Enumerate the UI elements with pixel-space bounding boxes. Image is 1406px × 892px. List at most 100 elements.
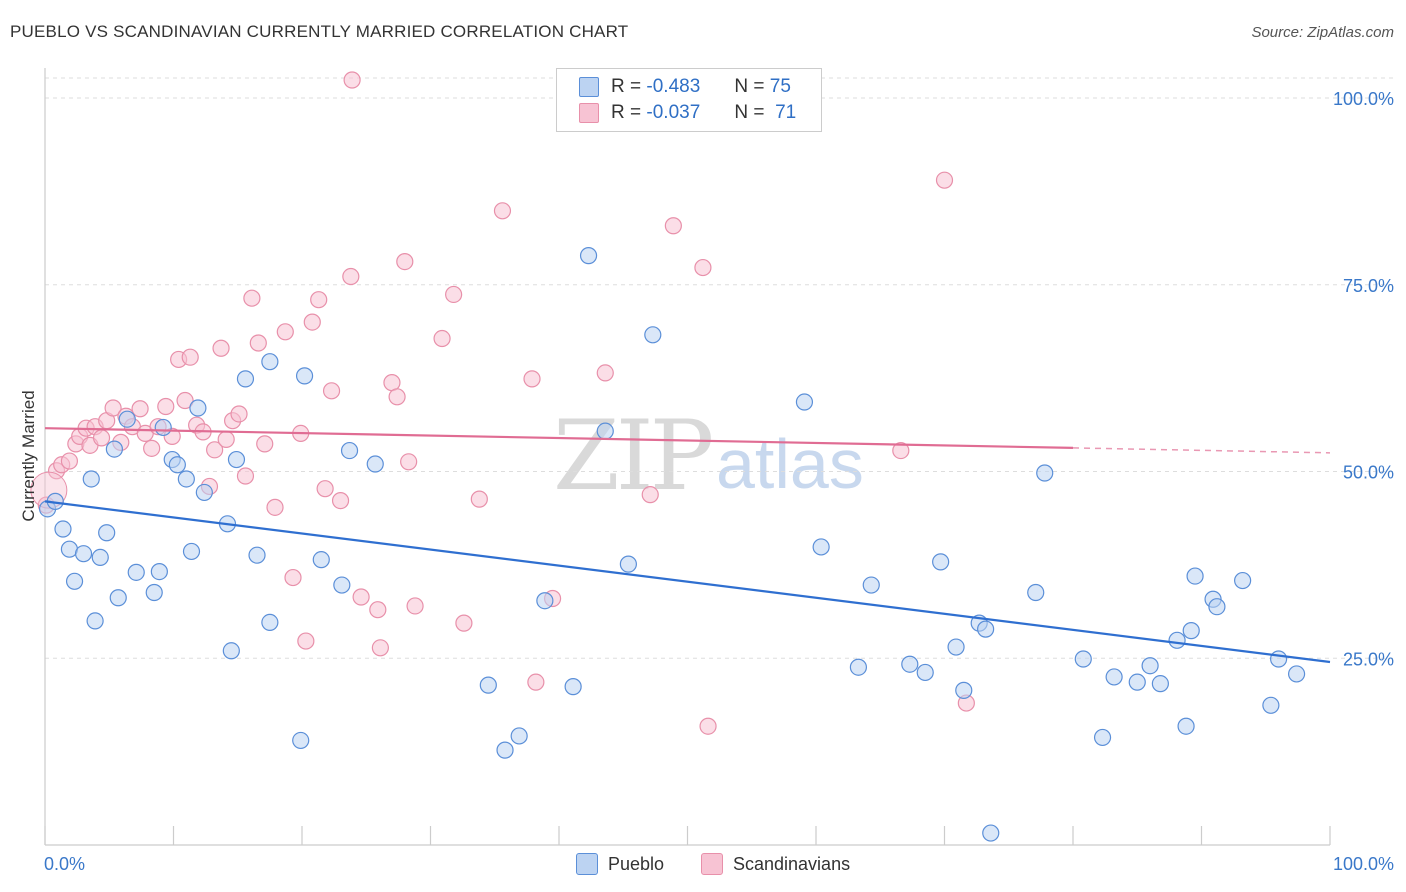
pueblo-point bbox=[1234, 571, 1252, 590]
scandinavians-point bbox=[523, 370, 541, 388]
y-tick-label: 100.0% bbox=[1333, 89, 1394, 109]
pueblo-point bbox=[536, 592, 554, 610]
scandinavians-point bbox=[266, 498, 284, 516]
scandinavians-point bbox=[493, 202, 512, 220]
pueblo-point bbox=[1269, 650, 1288, 668]
y-tick-label: 25.0% bbox=[1343, 649, 1394, 669]
scandinavians-point bbox=[892, 441, 910, 460]
scandinavians-point bbox=[400, 453, 418, 471]
pueblo-point bbox=[579, 247, 598, 265]
pueblo-point bbox=[1186, 567, 1204, 585]
scandinavians-point bbox=[236, 467, 255, 485]
scandinavians-point bbox=[331, 492, 350, 510]
pueblo-point bbox=[222, 642, 240, 660]
pueblo-point bbox=[901, 655, 919, 673]
pueblo-point bbox=[248, 546, 266, 564]
legend-n-label: N = bbox=[734, 102, 765, 123]
pueblo-point bbox=[65, 572, 84, 590]
pueblo-point bbox=[1262, 696, 1280, 714]
bottom-legend-pueblo-label: Pueblo bbox=[608, 853, 665, 874]
legend-n-value: 75 bbox=[769, 76, 791, 97]
scandinavians-point bbox=[217, 430, 235, 448]
pueblo-point bbox=[82, 470, 100, 488]
pueblo-point bbox=[812, 538, 830, 556]
pueblo-point bbox=[1036, 464, 1054, 482]
scandinavians-point bbox=[406, 597, 424, 615]
scandinavians-legend-icon bbox=[701, 853, 723, 875]
scandinavians-point bbox=[664, 217, 682, 235]
pueblo-point bbox=[86, 612, 104, 630]
pueblo-point bbox=[91, 548, 109, 567]
bottom-legend-scandinavians: Scandinavians bbox=[701, 851, 850, 877]
pueblo-point bbox=[236, 370, 255, 388]
pueblo-point bbox=[932, 553, 950, 571]
pueblo-point bbox=[333, 576, 351, 594]
pueblo-point bbox=[977, 620, 995, 638]
chart-title: PUEBLO VS SCANDINAVIAN CURRENTLY MARRIED… bbox=[10, 22, 629, 41]
scandinavians-point bbox=[104, 399, 122, 417]
scandinavians-point bbox=[641, 486, 659, 504]
pueblo-point bbox=[109, 589, 127, 607]
bottom-legend-pueblo: Pueblo bbox=[576, 851, 664, 877]
pueblo-point bbox=[1168, 631, 1186, 649]
pueblo-point bbox=[862, 576, 880, 594]
y-tick-label: 75.0% bbox=[1343, 276, 1394, 296]
scandinavians-point bbox=[470, 490, 488, 508]
bottom-legend-scandinavians-label: Scandinavians bbox=[733, 853, 851, 874]
legend-n-label: N = bbox=[734, 76, 765, 97]
pueblo-point bbox=[145, 583, 163, 602]
legend-r-label: R = bbox=[611, 76, 642, 97]
pueblo-point bbox=[644, 326, 662, 344]
pueblo-point bbox=[795, 393, 814, 411]
legend-n-value: 71 bbox=[775, 102, 797, 123]
legend-r-value: -0.037 bbox=[646, 102, 701, 123]
pueblo-point bbox=[127, 563, 145, 581]
scandinavians-point bbox=[297, 632, 315, 650]
y-axis-label: Currently Married bbox=[19, 390, 38, 521]
pueblo-point bbox=[366, 455, 384, 473]
pueblo-point bbox=[982, 824, 1000, 842]
pueblo-point bbox=[1074, 650, 1092, 668]
scandinavians-point bbox=[243, 289, 261, 307]
pueblo-legend-icon bbox=[576, 853, 598, 875]
scandinavians-point bbox=[92, 429, 111, 447]
pueblo-point bbox=[177, 470, 195, 488]
x-tick-label: 0.0% bbox=[44, 854, 85, 874]
scandinavians-point bbox=[206, 441, 224, 459]
pueblo-point bbox=[227, 450, 246, 469]
scandinavians-point bbox=[445, 285, 463, 304]
pueblo-trend-line bbox=[44, 500, 1331, 664]
scandinavians-point bbox=[60, 452, 79, 470]
pueblo-point bbox=[849, 658, 868, 676]
scandinavians-point bbox=[157, 397, 175, 416]
scandinavians-point bbox=[230, 405, 248, 423]
source-label: Source: ZipAtlas.com bbox=[1251, 24, 1394, 41]
pueblo-swatch-icon bbox=[579, 77, 599, 97]
scandinavians-point bbox=[176, 391, 194, 410]
scandinavians-point bbox=[455, 614, 473, 632]
scandinavians-point bbox=[371, 639, 389, 657]
pueblo-point bbox=[154, 418, 172, 437]
pueblo-point bbox=[479, 676, 497, 694]
pueblo-point bbox=[1093, 728, 1112, 747]
scandinavians-point bbox=[249, 334, 267, 352]
pueblo-point bbox=[564, 678, 582, 696]
scandinavians-point bbox=[694, 258, 712, 277]
scandinavians-point bbox=[352, 588, 370, 606]
legend-row-scandinavians: R = -0.037 N = 71 bbox=[579, 101, 796, 125]
pueblo-point bbox=[1182, 622, 1200, 640]
pueblo-point bbox=[195, 483, 213, 502]
scandinavians-point bbox=[388, 388, 406, 406]
scandinavians-point bbox=[212, 339, 230, 357]
scandinavians-point bbox=[342, 267, 360, 286]
scandinavians-point bbox=[316, 480, 334, 498]
y-tick-label: 50.0% bbox=[1343, 463, 1394, 483]
pueblo-point bbox=[916, 663, 934, 682]
pueblo-point bbox=[189, 399, 207, 417]
pueblo-point bbox=[955, 681, 973, 699]
pueblo-point bbox=[1027, 583, 1045, 602]
legend-row-pueblo: R = -0.483 N = 75 bbox=[579, 75, 791, 99]
pueblo-point bbox=[54, 520, 72, 538]
scandinavians-point bbox=[527, 673, 545, 691]
pueblo-point bbox=[947, 638, 965, 656]
